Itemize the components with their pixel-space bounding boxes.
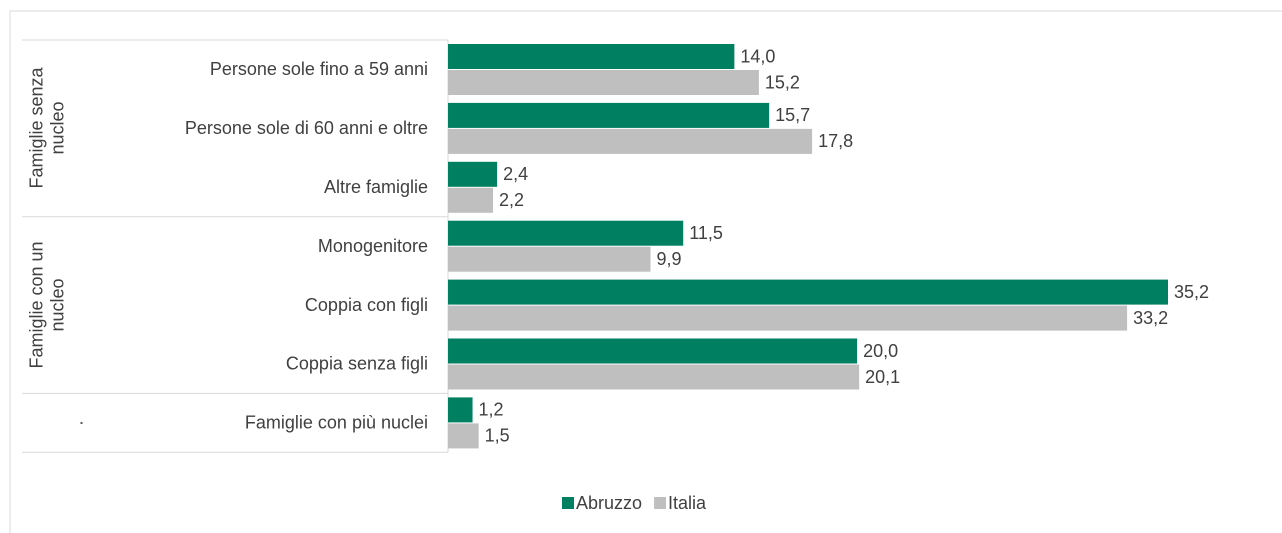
value-label: 20,1: [865, 367, 900, 387]
category-label: Coppia senza figli: [286, 354, 428, 374]
category-label: Coppia con figli: [305, 295, 428, 315]
value-label: 2,2: [499, 190, 524, 210]
bar: [448, 397, 473, 423]
value-label: 11,5: [689, 223, 723, 243]
category-label: Famiglie con più nuclei: [245, 413, 428, 433]
bar: [448, 338, 858, 364]
bar: [448, 70, 759, 95]
bar: [448, 161, 498, 187]
value-label: 14,0: [740, 46, 775, 66]
group-label: Famiglie con un nucleo: [26, 241, 67, 369]
category-label: Altre famiglie: [324, 177, 428, 197]
legend-label: Abruzzo: [576, 493, 642, 513]
value-label: 15,2: [765, 72, 800, 92]
legend-swatch: [654, 497, 667, 509]
group-label: Famiglie senza nucleo: [26, 67, 67, 189]
category-label: Monogenitore: [318, 236, 428, 256]
value-label: 17,8: [818, 131, 853, 151]
bar: [448, 305, 1128, 331]
value-label: 1,2: [479, 400, 504, 420]
value-label: 15,7: [775, 105, 810, 125]
category-label: Persone sole di 60 anni e oltre: [185, 118, 428, 138]
bar: [448, 364, 860, 390]
value-label: 33,2: [1133, 308, 1168, 328]
value-label: 1,5: [485, 426, 510, 446]
legend-label: Italia: [668, 493, 707, 513]
bar: [448, 246, 651, 272]
bar: [448, 279, 1168, 305]
category-label: Persone sole fino a 59 anni: [210, 59, 428, 79]
bar: [448, 128, 813, 154]
group-label: .: [65, 420, 86, 426]
value-label: 2,4: [503, 164, 528, 184]
bar: [448, 187, 493, 213]
bar: [448, 423, 479, 449]
bar: [448, 102, 770, 128]
value-label: 20,0: [863, 341, 898, 361]
value-label: 35,2: [1174, 282, 1209, 302]
bar: [448, 220, 684, 246]
legend-swatch: [562, 497, 574, 509]
bar: [448, 44, 735, 69]
value-label: 9,9: [657, 249, 682, 269]
